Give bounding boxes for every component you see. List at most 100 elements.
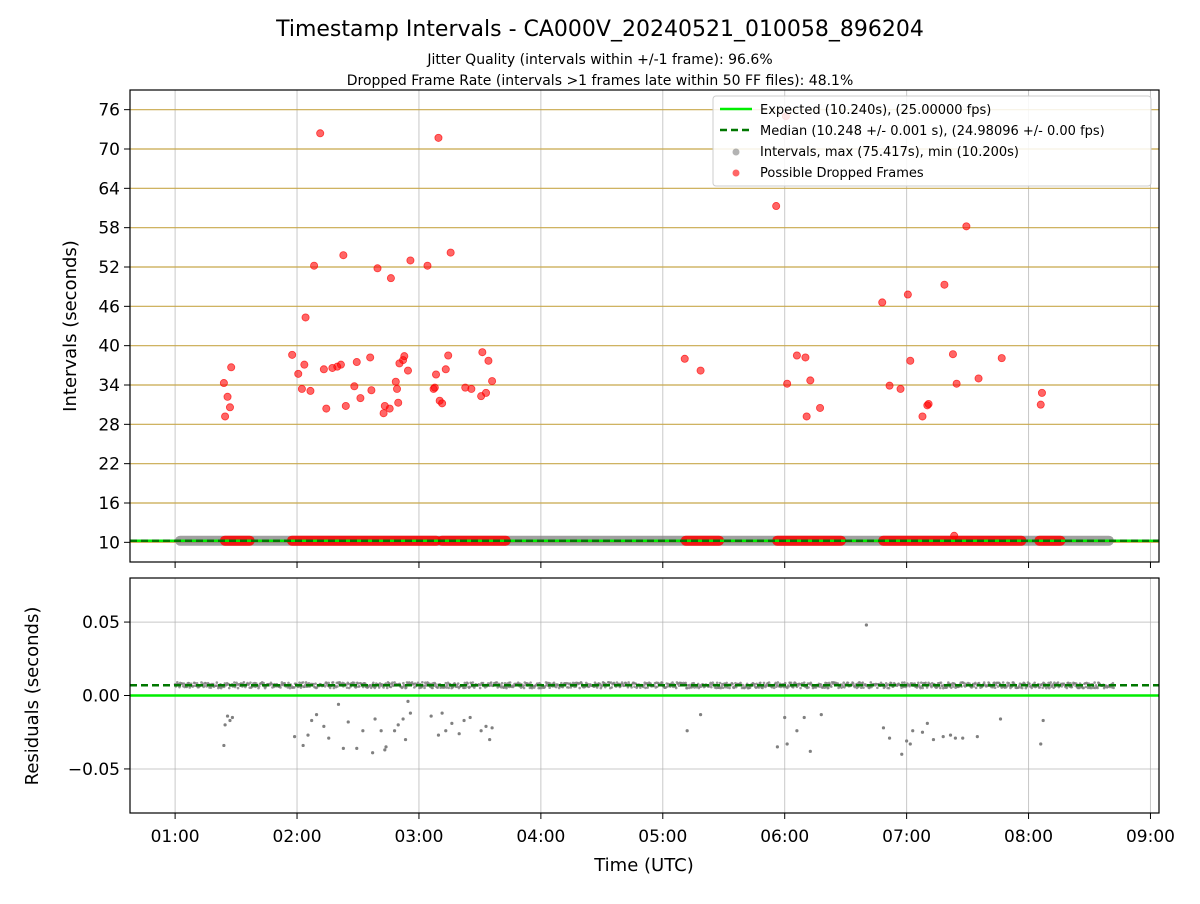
residual-point xyxy=(193,681,197,685)
residual-point xyxy=(753,682,756,686)
dropped-frame-point xyxy=(962,222,971,231)
residual-point xyxy=(481,681,485,685)
residual-outlier-point xyxy=(355,746,359,750)
dropped-frame-point xyxy=(680,354,689,363)
intervals-y-tick-label: 70 xyxy=(98,140,120,160)
residual-outlier-point xyxy=(775,745,779,749)
residual-point xyxy=(627,681,630,684)
dropped-frame-point xyxy=(310,261,319,270)
residual-outlier-point xyxy=(457,732,461,736)
residual-outlier-point xyxy=(310,718,314,723)
residual-point xyxy=(287,681,290,685)
residual-point xyxy=(721,686,725,690)
residual-point xyxy=(416,681,420,685)
residual-outlier-point xyxy=(301,743,305,748)
residual-point xyxy=(843,685,846,689)
residual-outlier-point xyxy=(905,739,909,743)
residual-point xyxy=(1096,686,1099,690)
residual-point xyxy=(919,686,922,690)
x-tick-label: 07:00 xyxy=(882,827,931,847)
dropped-frame-point xyxy=(352,358,361,367)
residuals-y-tick-label: −0.05 xyxy=(68,760,120,780)
residual-point xyxy=(560,681,563,685)
residual-point xyxy=(436,686,440,689)
x-axis-label: Time (UTC) xyxy=(593,855,694,876)
residual-point xyxy=(358,684,361,688)
residual-point xyxy=(799,686,802,690)
residual-point xyxy=(431,686,434,690)
residual-point xyxy=(422,684,426,687)
residual-point xyxy=(949,686,953,689)
intervals-y-tick-label: 76 xyxy=(98,101,120,121)
residual-point xyxy=(257,684,261,688)
residual-point xyxy=(209,686,213,689)
residual-point xyxy=(328,686,332,690)
residual-point xyxy=(982,681,986,684)
legend-median-label: Median (10.248 +/- 0.001 s), (24.98096 +… xyxy=(760,124,1105,139)
residual-outlier-point xyxy=(384,745,388,749)
dropped-frame-point xyxy=(288,350,297,359)
dropped-frame-point xyxy=(952,379,961,388)
dropped-frame-point xyxy=(356,394,365,403)
residual-point xyxy=(1084,685,1088,689)
residual-outlier-point xyxy=(998,717,1003,721)
dropped-frame-point xyxy=(918,412,927,421)
residual-outlier-point xyxy=(429,714,433,718)
residual-point xyxy=(301,681,305,684)
residual-outlier-point xyxy=(931,737,936,742)
dropped-frame-point xyxy=(432,370,441,379)
residual-point xyxy=(601,683,604,687)
residual-point xyxy=(827,686,830,690)
residual-point xyxy=(203,684,206,687)
intervals-y-tick-label: 16 xyxy=(98,494,120,514)
x-tick-label: 09:00 xyxy=(1126,827,1175,847)
residual-outlier-point xyxy=(383,748,387,752)
residual-outlier-point xyxy=(462,718,466,723)
residual-outlier-point xyxy=(440,711,444,715)
residual-point xyxy=(783,681,787,685)
intervals-y-tick-label: 58 xyxy=(98,219,120,239)
residual-point xyxy=(715,681,719,685)
legend: Expected (10.240s), (25.00000 fps) Media… xyxy=(712,95,1152,187)
residual-point xyxy=(814,686,818,689)
residual-point xyxy=(522,684,525,687)
dropped-frame-point xyxy=(438,399,447,408)
residual-outlier-point xyxy=(698,712,703,717)
residual-point xyxy=(1090,686,1094,690)
residual-point xyxy=(684,681,688,685)
residual-point xyxy=(331,681,335,684)
residual-point xyxy=(496,686,500,689)
residual-outlier-point xyxy=(1041,718,1045,723)
residual-point xyxy=(924,681,927,685)
residual-point xyxy=(859,686,863,690)
residual-point xyxy=(336,685,339,688)
dropped-frame-point xyxy=(391,377,400,386)
x-tick-label: 05:00 xyxy=(638,827,687,847)
x-tick-label: 01:00 xyxy=(151,827,200,847)
dropped-frame-point xyxy=(478,348,487,357)
residual-point xyxy=(503,681,507,685)
residual-point xyxy=(188,686,192,689)
residual-point xyxy=(646,686,649,689)
residual-point xyxy=(495,681,499,684)
residual-point xyxy=(952,685,955,688)
residual-outlier-point xyxy=(222,743,226,748)
residual-point xyxy=(921,686,925,690)
residual-point xyxy=(869,681,873,684)
residual-point xyxy=(677,684,681,688)
residual-point xyxy=(233,681,236,684)
residual-point xyxy=(748,686,752,689)
residual-point xyxy=(410,681,414,684)
legend-intervals-swatch xyxy=(732,148,740,156)
residual-point xyxy=(776,681,780,684)
residual-point xyxy=(279,686,282,689)
residual-outlier-point xyxy=(887,736,892,740)
residual-outlier-point xyxy=(975,735,979,739)
residual-point xyxy=(723,685,727,689)
residual-point xyxy=(692,681,696,685)
chart-title: Timestamp Intervals - CA000V_20240521_01… xyxy=(275,17,924,42)
residual-outlier-point xyxy=(371,751,375,755)
dropped-frame-point xyxy=(444,351,453,360)
residual-outlier-point xyxy=(436,733,441,737)
legend-box xyxy=(712,95,1152,187)
